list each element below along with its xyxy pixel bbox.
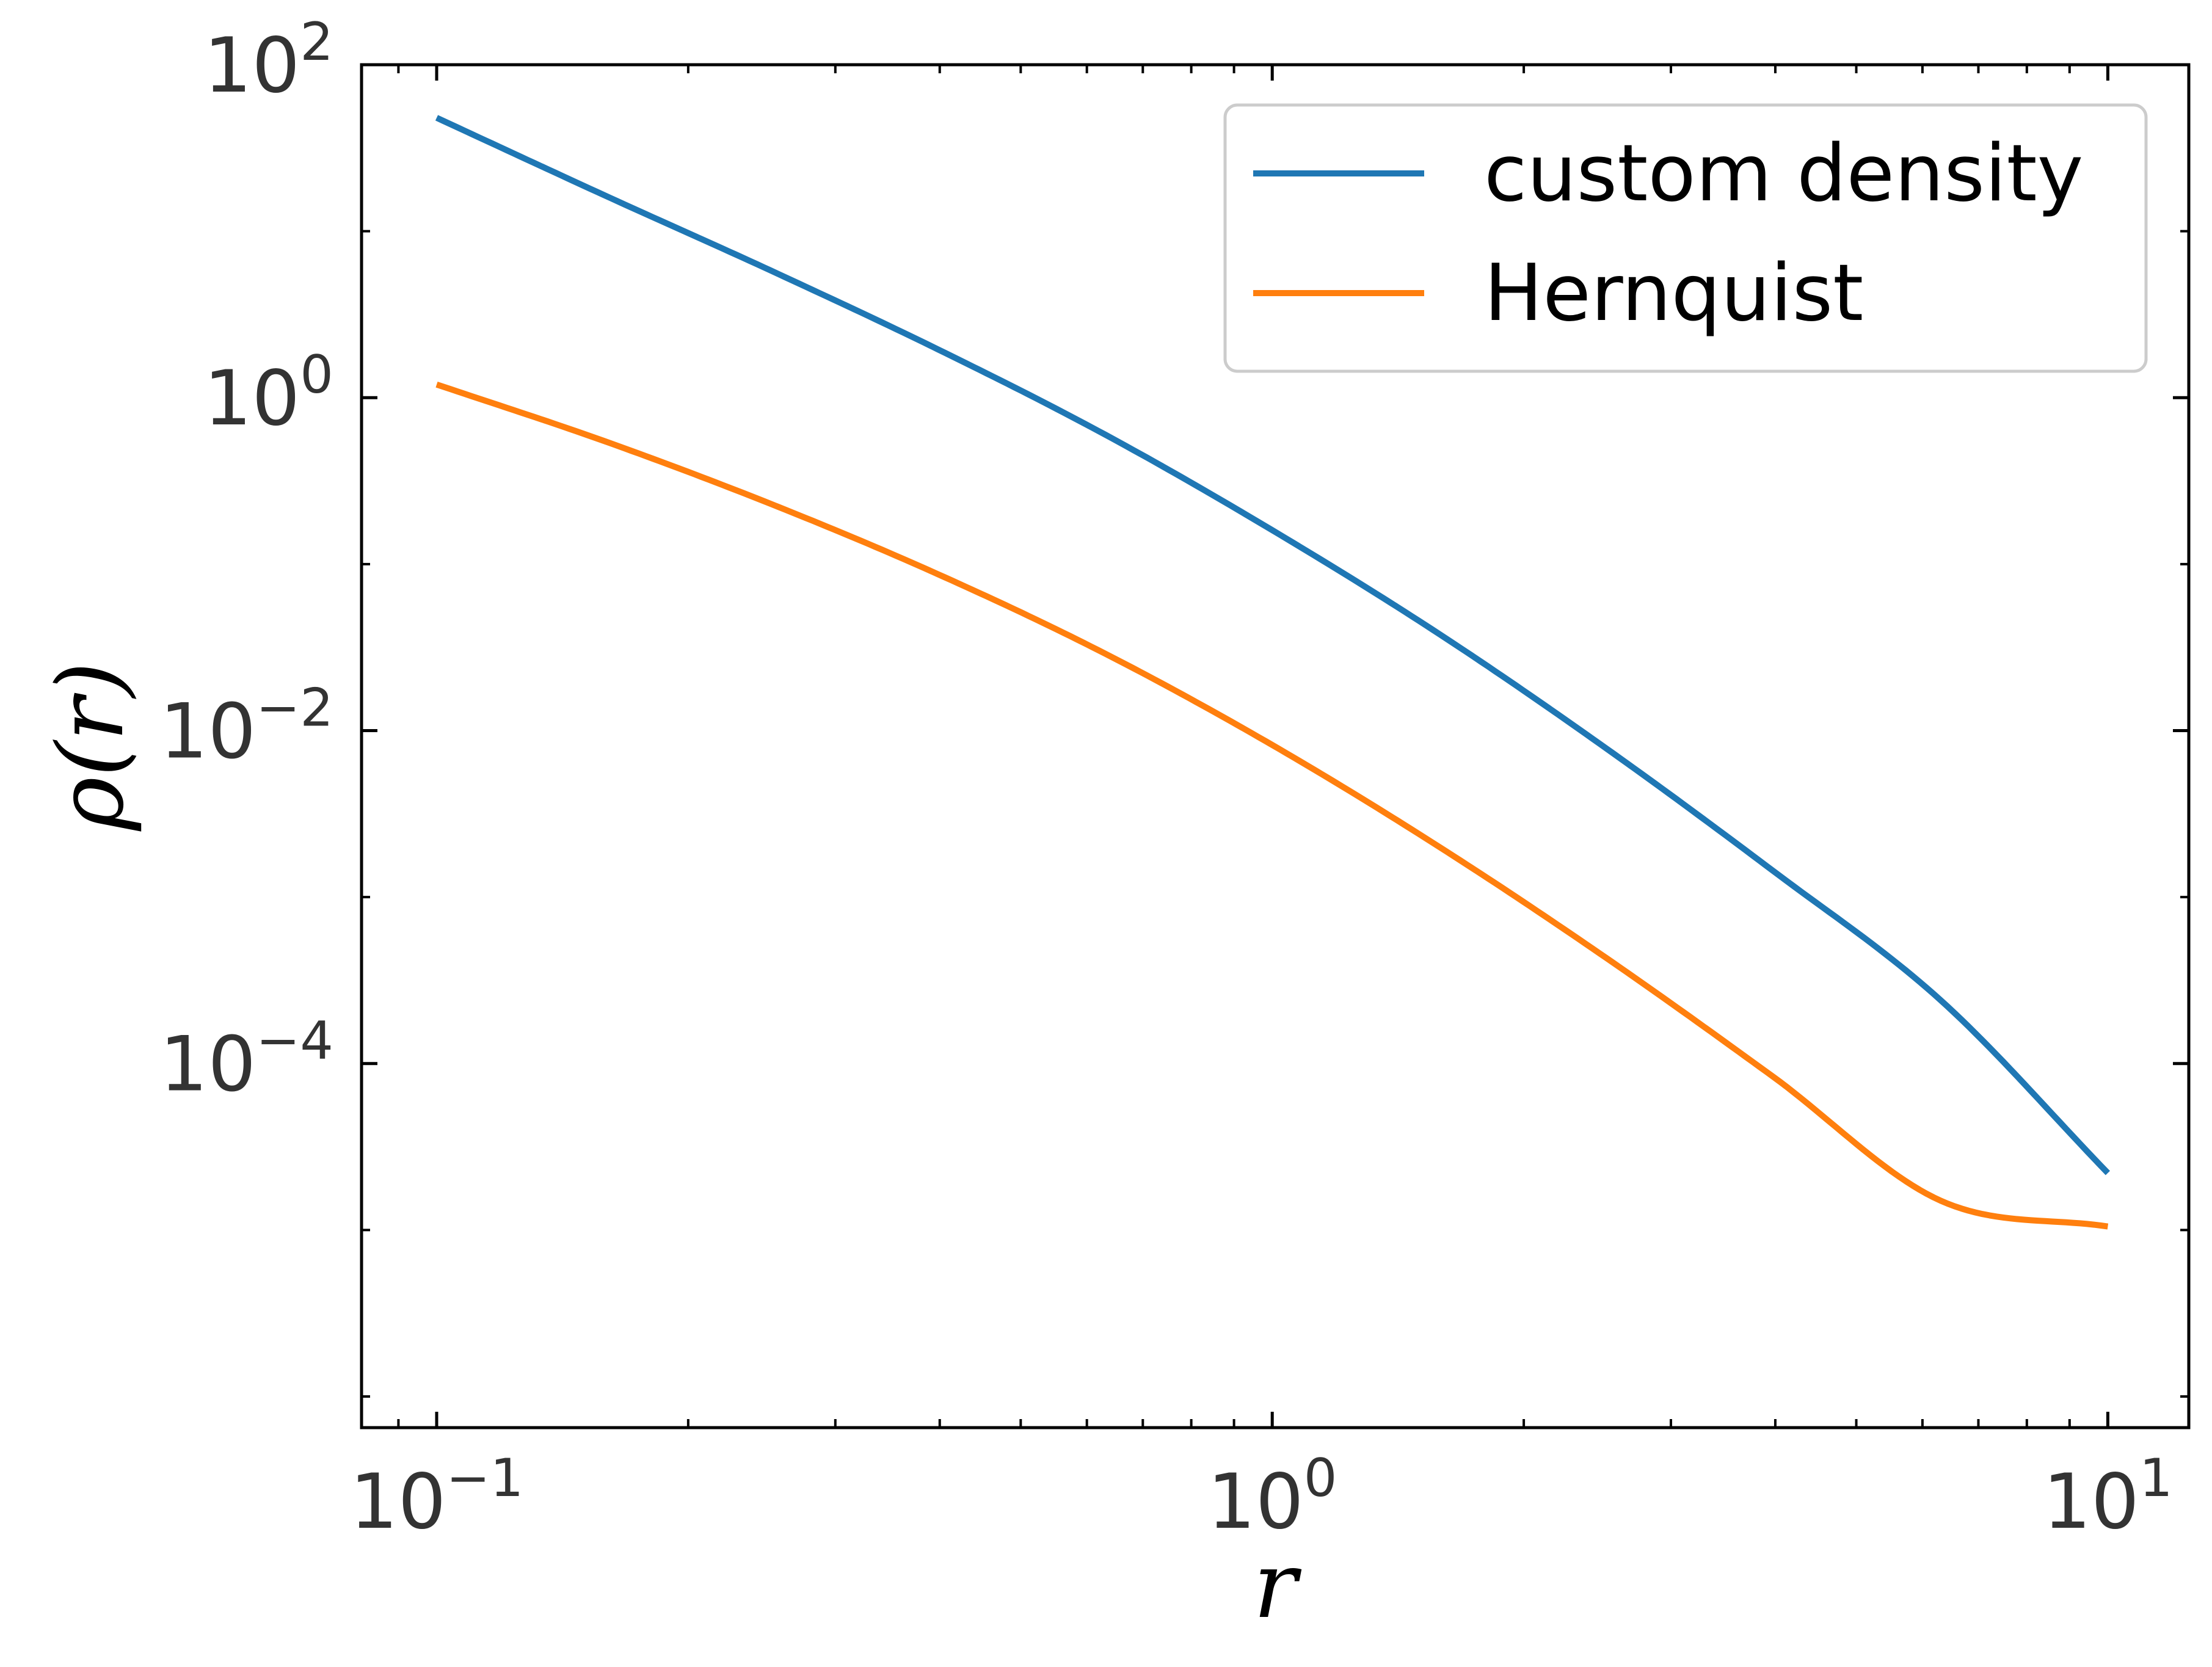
tick-labels-layer: 10−1 100 101 102 100 10−2 10−4 <box>159 12 2172 1546</box>
y-axis-label: ρ(r) <box>38 662 144 832</box>
legend-box <box>1223 103 2148 373</box>
legend: custom density Hernquist <box>1223 103 2148 373</box>
y-tick-label: 10−2 <box>159 677 333 775</box>
legend-label-hernquist: Hernquist <box>1484 248 1863 339</box>
x-axis-label: r <box>1253 1533 1302 1639</box>
series-line-custom-density <box>435 115 2110 1175</box>
y-tick-label: 10−4 <box>159 1011 333 1109</box>
plot-frame <box>360 63 2191 1429</box>
legend-label-custom-density: custom density <box>1484 128 2083 219</box>
x-tick-label: 101 <box>2043 1448 2173 1546</box>
x-tick-label: 10−1 <box>350 1448 524 1546</box>
y-tick-label: 102 <box>203 12 333 110</box>
series-layer <box>435 115 2110 1230</box>
series-line-hernquist <box>435 381 2109 1230</box>
x-tick-label: 100 <box>1207 1448 1337 1546</box>
y-tick-label: 100 <box>203 344 333 443</box>
